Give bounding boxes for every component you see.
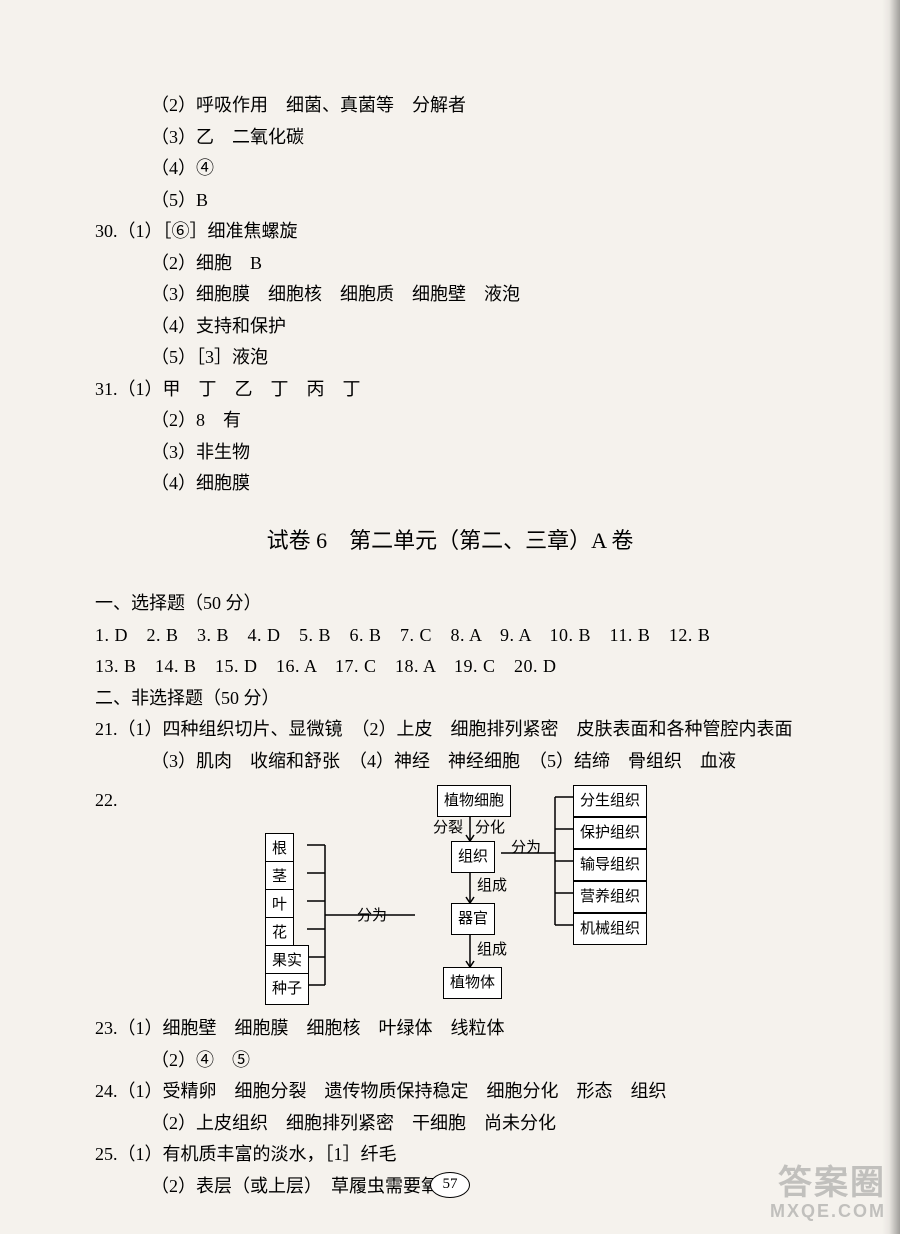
page-content: （2）呼吸作用 细菌、真菌等 分解者 （3）乙 二氧化碳 （4）④ （5）B 3… <box>95 90 805 1202</box>
ans-line: （2）呼吸作用 细菌、真菌等 分解者 <box>95 90 805 122</box>
ans-line: （3）细胞膜 细胞核 细胞质 细胞壁 液泡 <box>95 279 805 311</box>
section-title: 试卷 6 第二单元（第二、三章）A 卷 <box>95 522 805 561</box>
book-spine-shadow <box>882 0 900 1234</box>
mc-answers-row: 13. B 14. B 15. D 16. A 17. C 18. A 19. … <box>95 651 805 683</box>
q23-cont: （2）④ ⑤ <box>95 1045 805 1077</box>
ans-line: （5）［3］液泡 <box>95 342 805 374</box>
page-number: 57 <box>430 1172 470 1198</box>
node-seed: 种子 <box>265 973 309 1005</box>
ans-line: （4）支持和保护 <box>95 311 805 343</box>
q22-label: 22. <box>95 785 118 817</box>
node-nutritive: 营养组织 <box>573 881 647 913</box>
ans-line: （4）细胞膜 <box>95 468 805 500</box>
node-organ: 器官 <box>451 903 495 935</box>
node-tissue: 组织 <box>451 841 495 873</box>
label-zucheng2: 组成 <box>477 937 507 963</box>
q31: 31.（1）甲 丁 乙 丁 丙 丁 <box>95 374 805 406</box>
watermark-url: MXQE.COM <box>770 1202 886 1222</box>
concept-diagram: 根 茎 叶 花 果实 种子 植物细胞 组织 器官 植物体 分生组织 保护组织 输… <box>265 785 725 1005</box>
ans-line: （2）8 有 <box>95 405 805 437</box>
q22: 22. <box>95 785 805 1005</box>
node-mechanical: 机械组织 <box>573 913 647 945</box>
q23: 23.（1）细胞壁 细胞膜 细胞核 叶绿体 线粒体 <box>95 1013 805 1045</box>
ans-line: （5）B <box>95 185 805 217</box>
section-heading: 一、选择题（50 分） <box>95 588 805 620</box>
ans-line: （3）乙 二氧化碳 <box>95 122 805 154</box>
watermark-text: 答案圈 <box>770 1165 886 1202</box>
node-plant-body: 植物体 <box>443 967 502 999</box>
q24: 24.（1）受精卵 细胞分裂 遗传物质保持稳定 细胞分化 形态 组织 <box>95 1076 805 1108</box>
ans-line: （4）④ <box>95 153 805 185</box>
node-protective: 保护组织 <box>573 817 647 849</box>
q21: 21.（1）四种组织切片、显微镜 （2）上皮 细胞排列紧密 皮肤表面和各种管腔内… <box>95 714 805 746</box>
ans-line: （2）细胞 B <box>95 248 805 280</box>
watermark: 答案圈 MXQE.COM <box>770 1165 886 1222</box>
label-fenwei-left: 分为 <box>357 903 387 929</box>
label-fenhua: 分化 <box>475 815 505 841</box>
q25: 25.（1）有机质丰富的淡水，［1］纤毛 <box>95 1139 805 1171</box>
q30: 30.（1）［⑥］细准焦螺旋 <box>95 216 805 248</box>
label-fenwei-right: 分为 <box>511 835 541 861</box>
mc-answers-row: 1. D 2. B 3. B 4. D 5. B 6. B 7. C 8. A … <box>95 620 805 652</box>
node-meristem: 分生组织 <box>573 785 647 817</box>
label-zucheng1: 组成 <box>477 873 507 899</box>
ans-line: （3）非生物 <box>95 437 805 469</box>
node-vascular: 输导组织 <box>573 849 647 881</box>
q21-cont: （3）肌肉 收缩和舒张 （4）神经 神经细胞 （5）结缔 骨组织 血液 <box>95 746 805 778</box>
label-fenlie: 分裂 <box>433 815 463 841</box>
node-plant-cell: 植物细胞 <box>437 785 511 817</box>
section-heading: 二、非选择题（50 分） <box>95 683 805 715</box>
q24-cont: （2）上皮组织 细胞排列紧密 干细胞 尚未分化 <box>95 1108 805 1140</box>
